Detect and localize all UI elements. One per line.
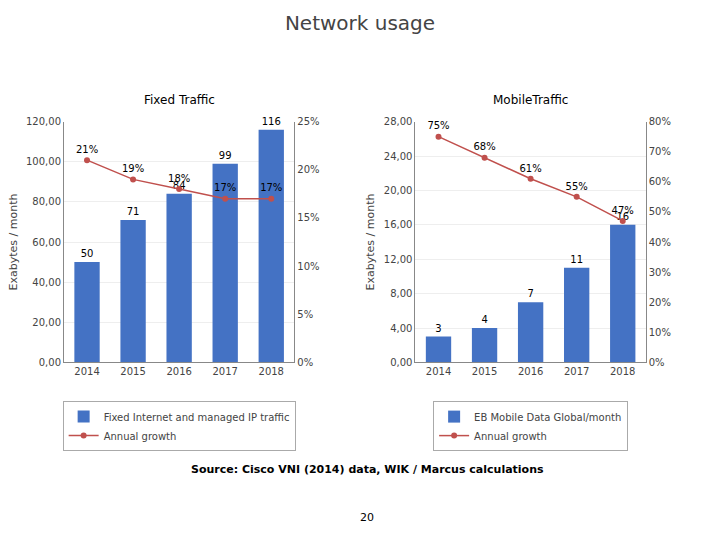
svg-text:2018: 2018 — [259, 366, 284, 377]
svg-text:20%: 20% — [297, 164, 319, 175]
svg-text:24,00: 24,00 — [384, 151, 413, 162]
svg-text:10%: 10% — [297, 261, 319, 272]
svg-text:2017: 2017 — [564, 366, 589, 377]
svg-text:61%: 61% — [520, 163, 542, 174]
svg-text:MobileTraffic: MobileTraffic — [493, 93, 568, 107]
svg-text:2015: 2015 — [472, 366, 497, 377]
svg-text:Fixed Traffic: Fixed Traffic — [144, 93, 215, 107]
svg-text:68%: 68% — [473, 141, 495, 152]
svg-text:60%: 60% — [649, 176, 671, 187]
svg-text:19%: 19% — [122, 163, 144, 174]
svg-text:17%: 17% — [214, 182, 236, 193]
svg-text:28,00: 28,00 — [384, 116, 413, 127]
svg-text:20: 20 — [360, 511, 374, 524]
svg-text:15%: 15% — [297, 212, 319, 223]
svg-text:20,00: 20,00 — [32, 317, 61, 328]
svg-text:116: 116 — [262, 116, 281, 127]
svg-text:80%: 80% — [649, 116, 671, 127]
svg-text:50: 50 — [81, 248, 94, 259]
svg-text:10%: 10% — [649, 327, 671, 338]
svg-text:2015: 2015 — [120, 366, 145, 377]
svg-text:EB Mobile Data Global/month: EB Mobile Data Global/month — [474, 412, 621, 423]
svg-text:30%: 30% — [649, 267, 671, 278]
svg-text:40%: 40% — [649, 237, 671, 248]
svg-text:Exabytes / month: Exabytes / month — [364, 194, 377, 291]
svg-text:71: 71 — [127, 206, 140, 217]
svg-text:0,00: 0,00 — [39, 357, 61, 368]
svg-text:12,00: 12,00 — [384, 254, 413, 265]
svg-text:25%: 25% — [297, 116, 319, 127]
svg-text:75%: 75% — [427, 120, 449, 131]
svg-text:40,00: 40,00 — [32, 277, 61, 288]
svg-text:20,00: 20,00 — [384, 185, 413, 196]
svg-text:17%: 17% — [260, 182, 282, 193]
svg-text:47%: 47% — [612, 205, 634, 216]
svg-text:80,00: 80,00 — [32, 196, 61, 207]
svg-text:120,00: 120,00 — [26, 116, 61, 127]
svg-text:Fixed Internet and managed IP: Fixed Internet and managed IP traffic — [104, 412, 290, 423]
svg-text:16: 16 — [616, 211, 629, 222]
svg-text:2016: 2016 — [166, 366, 191, 377]
svg-text:16,00: 16,00 — [384, 219, 413, 230]
svg-text:Source: Cisco VNI (2014) data,: Source: Cisco VNI (2014) data, WIK / Mar… — [191, 463, 544, 476]
svg-text:0%: 0% — [297, 357, 313, 368]
svg-text:3: 3 — [435, 323, 441, 334]
svg-text:Exabytes / month: Exabytes / month — [7, 194, 20, 291]
svg-text:2017: 2017 — [212, 366, 237, 377]
svg-text:55%: 55% — [566, 181, 588, 192]
svg-text:2014: 2014 — [74, 366, 99, 377]
svg-text:Annual growth: Annual growth — [104, 431, 177, 442]
svg-text:5%: 5% — [297, 309, 313, 320]
svg-text:4,00: 4,00 — [390, 323, 412, 334]
svg-text:84: 84 — [173, 180, 186, 191]
svg-text:11: 11 — [570, 254, 583, 265]
svg-text:0,00: 0,00 — [390, 357, 412, 368]
svg-text:0%: 0% — [649, 357, 665, 368]
svg-text:4: 4 — [481, 314, 487, 325]
svg-text:50%: 50% — [649, 206, 671, 217]
svg-text:60,00: 60,00 — [32, 237, 61, 248]
svg-text:7: 7 — [527, 288, 533, 299]
svg-text:8,00: 8,00 — [390, 288, 412, 299]
svg-text:2014: 2014 — [426, 366, 451, 377]
svg-text:100,00: 100,00 — [26, 156, 61, 167]
svg-text:70%: 70% — [649, 146, 671, 157]
svg-text:2018: 2018 — [610, 366, 635, 377]
svg-text:2016: 2016 — [518, 366, 543, 377]
svg-text:20%: 20% — [649, 297, 671, 308]
svg-text:99: 99 — [219, 150, 232, 161]
svg-text:21%: 21% — [76, 144, 98, 155]
svg-text:Network usage: Network usage — [285, 11, 435, 35]
svg-text:Annual growth: Annual growth — [474, 431, 547, 442]
svg-text:18%: 18% — [168, 173, 190, 184]
